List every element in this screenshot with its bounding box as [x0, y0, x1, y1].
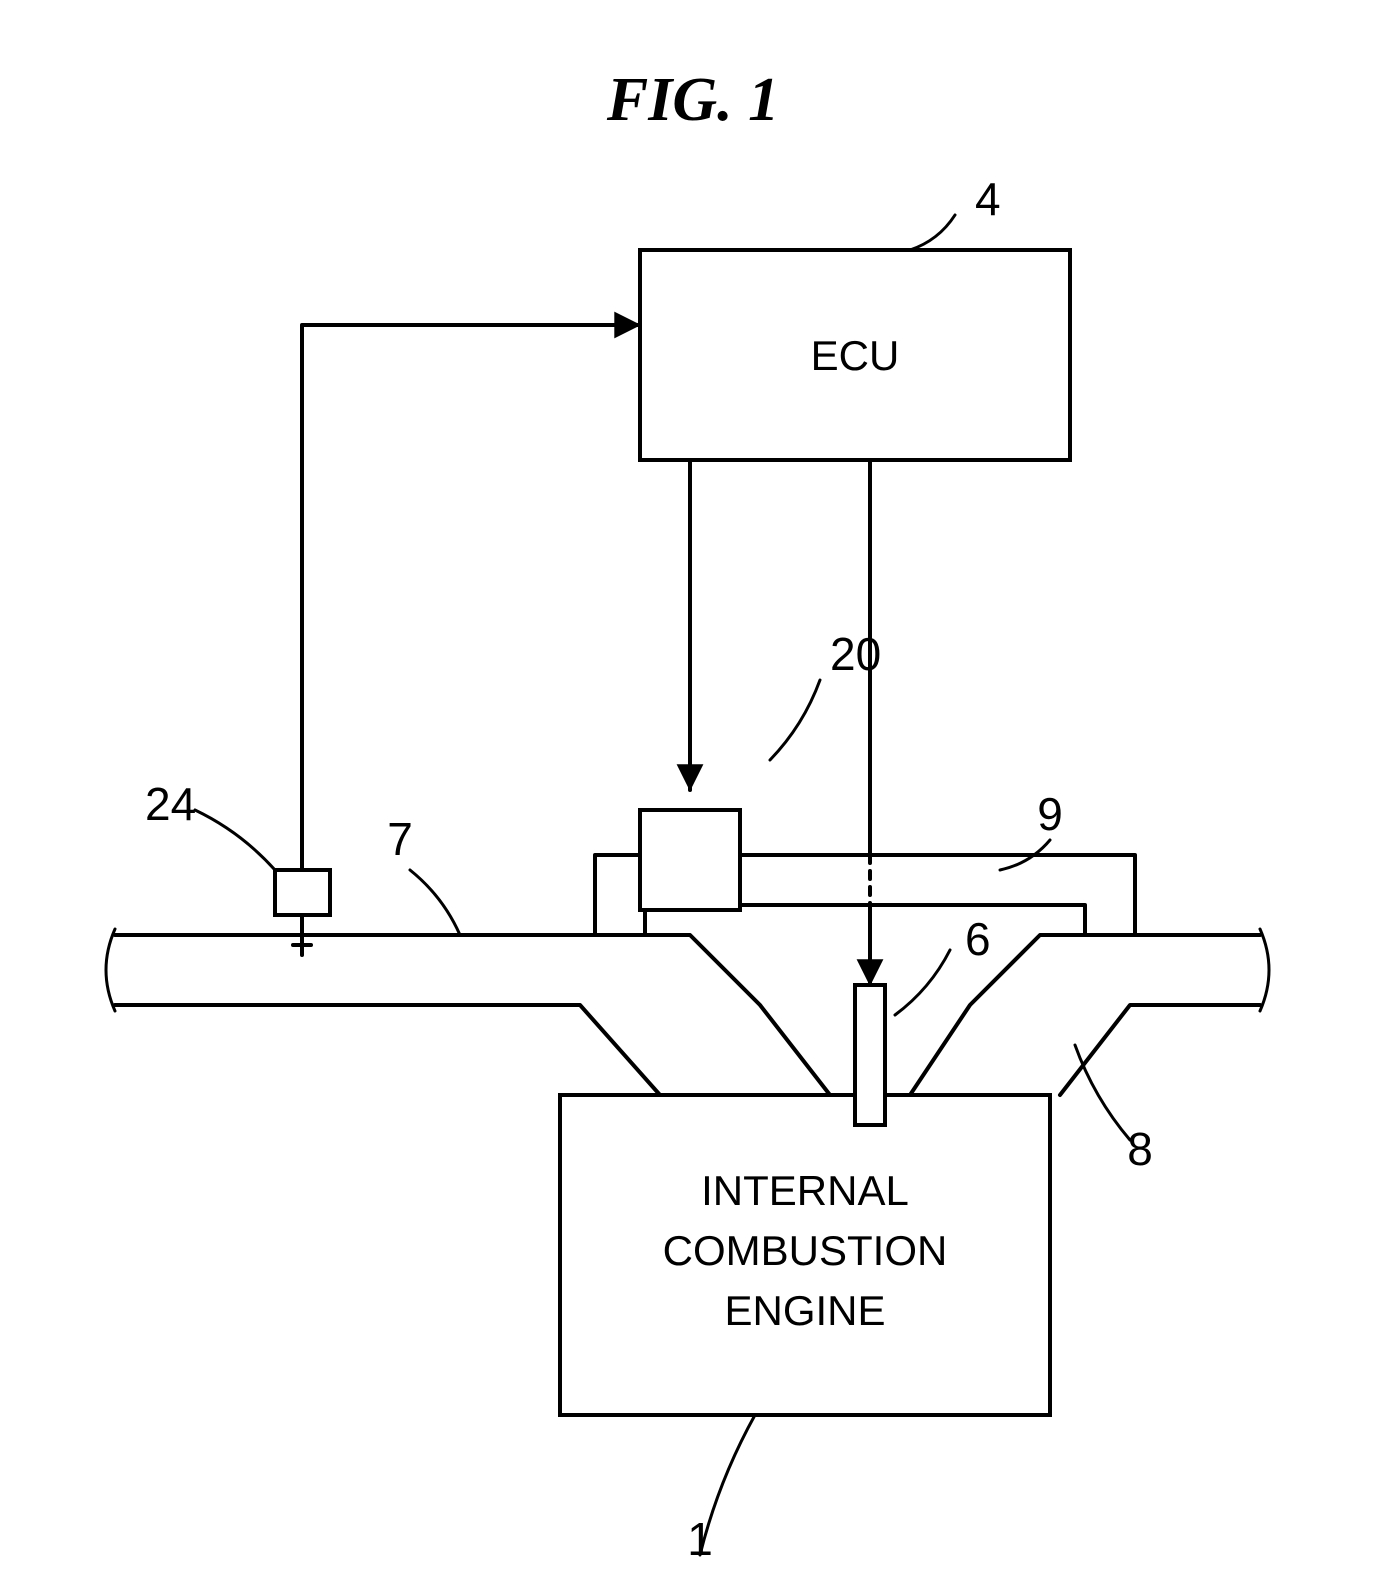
- intake-pipe: [115, 935, 830, 1095]
- figure-title: FIG. 1: [606, 66, 779, 134]
- label-9: 9: [1037, 788, 1063, 840]
- label-6: 6: [965, 913, 991, 965]
- valve-block: [640, 810, 740, 910]
- intake-pipe: [115, 1005, 660, 1095]
- label-8: 8: [1127, 1123, 1153, 1175]
- engine-label: INTERNAL: [701, 1167, 909, 1214]
- label-20: 20: [830, 628, 881, 680]
- label-1: 1: [687, 1513, 713, 1565]
- engine-label: ENGINE: [724, 1287, 885, 1334]
- label-4: 4: [975, 173, 1001, 225]
- label-7: 7: [387, 813, 413, 865]
- sensor-block: [275, 870, 330, 915]
- injector-block: [855, 985, 885, 1125]
- ecu-label: ECU: [811, 332, 900, 379]
- engine-label: COMBUSTION: [663, 1227, 948, 1274]
- signal-sensor-to-ecu: [302, 325, 640, 870]
- label-24: 24: [145, 778, 196, 830]
